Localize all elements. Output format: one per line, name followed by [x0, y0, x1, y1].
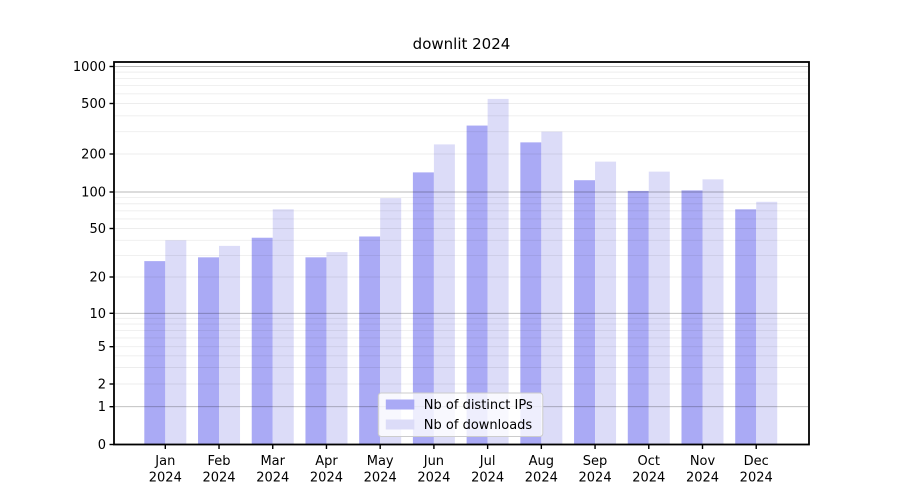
- bar-nb-of-distinct-ips-apr: [305, 257, 327, 445]
- bar-nb-of-distinct-ips-feb: [198, 257, 220, 445]
- bar-nb-of-distinct-ips-mar: [251, 237, 273, 445]
- bar-nb-of-downloads-sep: [595, 161, 617, 445]
- bar-nb-of-downloads-jan: [165, 240, 187, 445]
- bar-nb-of-distinct-ips-may: [359, 236, 381, 445]
- bar-nb-of-downloads-aug: [541, 131, 563, 445]
- bar-nb-of-downloads-may: [380, 198, 402, 445]
- bar-nb-of-downloads-apr: [326, 252, 348, 445]
- bar-nb-of-distinct-ips-jul: [466, 125, 488, 445]
- bar-nb-of-downloads-nov: [702, 179, 724, 445]
- x-tick-label: Jan 2024: [149, 454, 182, 486]
- legend-box: [377, 392, 544, 437]
- x-tick-label: Mar 2024: [256, 454, 289, 486]
- x-tick-label: Feb 2024: [202, 454, 235, 486]
- bar-nb-of-distinct-ips-oct: [627, 190, 649, 445]
- bar-nb-of-downloads-jun: [433, 144, 455, 445]
- x-tick-label: Oct 2024: [632, 454, 665, 486]
- legend-swatch-downloads: [385, 419, 415, 430]
- y-tick-label: 1: [98, 400, 106, 415]
- bar-nb-of-downloads-mar: [272, 209, 294, 445]
- x-tick-label: Aug 2024: [525, 454, 558, 486]
- x-tick-label: May 2024: [364, 454, 397, 486]
- y-tick-label: 200: [81, 148, 106, 163]
- y-tick-label: 500: [81, 97, 106, 112]
- bar-nb-of-distinct-ips-dec: [735, 209, 757, 445]
- bar-nb-of-downloads-jul: [487, 98, 509, 445]
- legend-label-downloads: Nb of downloads: [424, 418, 533, 433]
- y-tick-label: 0: [98, 438, 106, 453]
- y-tick-label: 1000: [73, 60, 106, 75]
- y-tick-label: 50: [89, 222, 106, 237]
- x-tick-label: Sep 2024: [579, 454, 612, 486]
- bar-nb-of-downloads-feb: [219, 245, 241, 445]
- bar-nb-of-distinct-ips-jun: [412, 172, 434, 445]
- plot-border: [113, 61, 810, 446]
- x-tick-label: Apr 2024: [310, 454, 343, 486]
- bar-nb-of-distinct-ips-sep: [574, 180, 596, 445]
- x-tick-label: Nov 2024: [686, 454, 719, 486]
- y-tick-label: 20: [89, 271, 106, 286]
- x-tick-label: Jun 2024: [417, 454, 450, 486]
- bar-nb-of-downloads-dec: [756, 201, 778, 445]
- y-tick-label: 10: [89, 307, 106, 322]
- y-tick-label: 100: [81, 186, 106, 201]
- legend-label-distinct-ips: Nb of distinct IPs: [424, 398, 533, 413]
- chart-title: downlit 2024: [412, 35, 511, 53]
- y-tick-label: 2: [98, 378, 106, 393]
- bar-nb-of-downloads-oct: [648, 171, 670, 445]
- y-tick-label: 5: [98, 340, 106, 355]
- bar-nb-of-distinct-ips-nov: [681, 190, 703, 445]
- legend-swatch-distinct-ips: [385, 399, 415, 410]
- x-tick-label: Jul 2024: [471, 454, 504, 486]
- bar-nb-of-distinct-ips-jan: [144, 261, 166, 445]
- bar-nb-of-distinct-ips-aug: [520, 142, 542, 445]
- x-tick-label: Dec 2024: [740, 454, 773, 486]
